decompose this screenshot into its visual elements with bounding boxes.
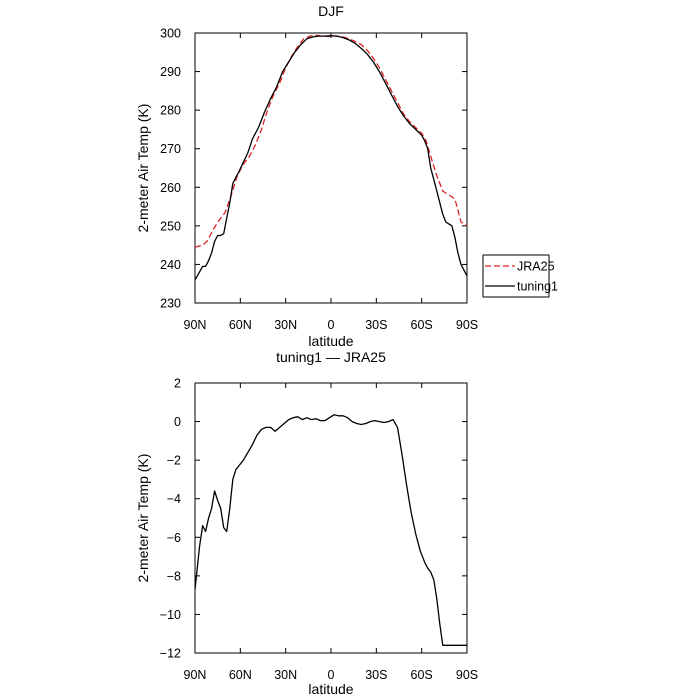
top-chart-series <box>194 34 468 281</box>
y-tick-label: 240 <box>160 258 181 272</box>
bottom-chart: tuning1 — JRA25 90N 60N 30N 0 30S 60S 90S −12 −1… <box>135 349 478 697</box>
legend-label-tuning1: tuning1 <box>517 280 558 294</box>
x-tick-label: 60S <box>411 668 433 682</box>
series-line-tuning1 <box>194 35 468 281</box>
series-line-difference <box>194 414 467 646</box>
top-chart: DJF 90N 60N 30N 0 30S 60S 90S 230 240 250 260 270 28… <box>135 3 478 349</box>
y-tick-label: 300 <box>160 27 181 41</box>
y-tick-label: −12 <box>160 647 181 661</box>
bottom-chart-ticks: 90N 60N 30N 0 30S 60S 90S −12 −10 −8 −6 −4 −2 0 2 <box>160 377 478 683</box>
y-tick-label: −4 <box>167 492 181 506</box>
y-tick-label: 2 <box>174 377 181 391</box>
y-tick-label: −6 <box>167 531 181 545</box>
y-tick-label: 250 <box>160 219 181 233</box>
x-tick-label: 30N <box>274 668 297 682</box>
y-tick-label: −10 <box>160 608 181 622</box>
x-tick-label: 90N <box>184 668 207 682</box>
y-tick-label: 260 <box>160 181 181 195</box>
x-tick-label: 30S <box>365 668 387 682</box>
top-chart-frame <box>194 32 468 304</box>
bottom-chart-series <box>194 414 467 646</box>
series-line-jra25 <box>194 34 468 248</box>
top-chart-ylabel: 2-meter Air Temp (K) <box>135 104 151 233</box>
x-tick-label: 90S <box>456 668 478 682</box>
x-tick-label: 30N <box>274 318 297 332</box>
y-tick-label: −2 <box>167 454 181 468</box>
legend: JRA25 tuning1 <box>482 254 558 298</box>
y-tick-label: 290 <box>160 65 181 79</box>
x-tick-label: 90N <box>184 318 207 332</box>
x-tick-label: 60S <box>411 318 433 332</box>
y-tick-label: 0 <box>174 415 181 429</box>
bottom-chart-frame <box>194 382 468 654</box>
x-tick-label: 60N <box>229 668 252 682</box>
legend-label-jra25: JRA25 <box>517 260 555 274</box>
y-tick-label: 280 <box>160 104 181 118</box>
y-tick-label: 230 <box>160 297 181 311</box>
top-chart-title: DJF <box>318 3 344 19</box>
x-tick-label: 90S <box>456 318 478 332</box>
x-tick-label: 60N <box>229 318 252 332</box>
bottom-chart-xlabel: latitude <box>308 681 353 697</box>
legend-box <box>482 254 550 298</box>
x-tick-label: 30S <box>365 318 387 332</box>
bottom-chart-ylabel: 2-meter Air Temp (K) <box>135 454 151 583</box>
bottom-chart-title: tuning1 — JRA25 <box>276 349 386 365</box>
top-chart-ticks: 90N 60N 30N 0 30S 60S 90S 230 240 250 260 270 280 290… <box>160 27 478 333</box>
x-tick-label: 0 <box>328 318 335 332</box>
y-tick-label: 270 <box>160 142 181 156</box>
top-chart-xlabel: latitude <box>308 333 353 349</box>
y-tick-label: −8 <box>167 569 181 583</box>
x-tick-label: 0 <box>328 668 335 682</box>
